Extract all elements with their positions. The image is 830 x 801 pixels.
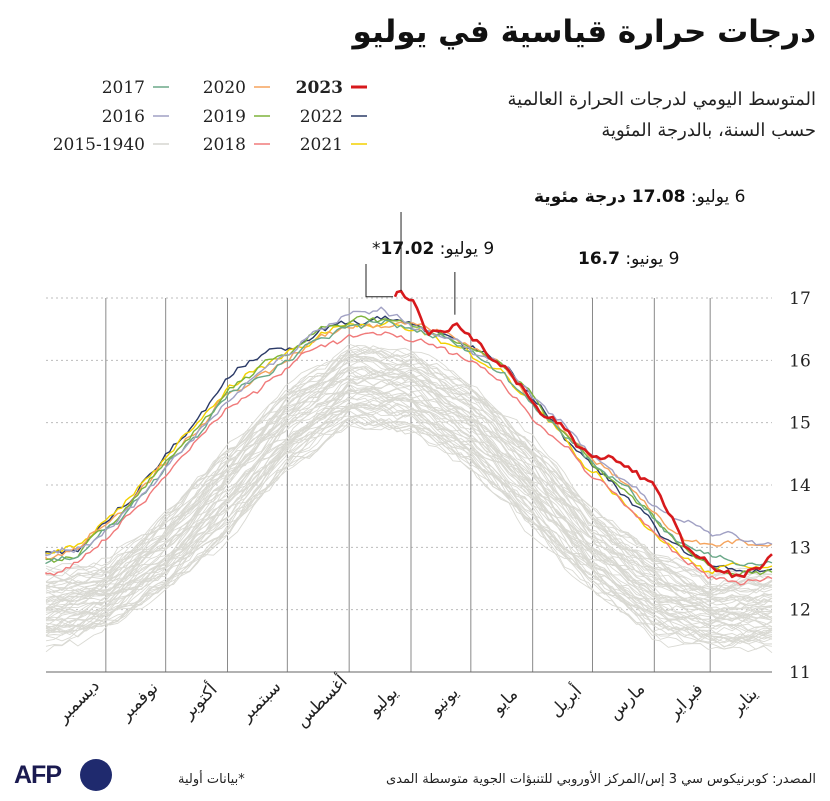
series-line-2018	[45, 331, 773, 586]
legend-item-2019: 2019	[203, 107, 270, 127]
legend-item-2021: 2021	[300, 135, 367, 155]
legend-item-2015-1940: 2015-1940	[53, 135, 169, 155]
month-label: أغسطس	[290, 670, 351, 731]
annotation-june-value: 16.7	[578, 249, 620, 269]
month-label: يوليو	[364, 683, 402, 721]
legend-label: 2016	[102, 107, 145, 127]
annotations: 6 يوليو: 17.08 درجة مئوية 9 يوليو: 17.02*…	[365, 187, 745, 315]
annotation-prelim-prefix: 9 يوليو:	[434, 239, 494, 259]
legend-label: 2017	[102, 78, 145, 98]
month-labels: يناير فبراير مارس أبريل مايو يونيو يوليو أغسطسس…	[52, 670, 762, 731]
month-label: يونيو	[425, 683, 463, 721]
series-line-2023	[393, 289, 773, 579]
legend-item-2023: 2023	[296, 78, 367, 98]
baseline-year-line	[45, 408, 773, 639]
baseline-year-line	[45, 349, 773, 576]
baseline-year-line	[45, 365, 773, 605]
legend-label: 2018	[203, 135, 246, 155]
legend-item-2022: 2022	[300, 107, 367, 127]
month-label: ديسمبر	[52, 676, 103, 727]
annotation-prelim-star: *	[372, 239, 381, 259]
month-label: أبريل	[545, 680, 586, 721]
baseline-year-line	[45, 403, 773, 630]
legend-label: 2020	[203, 78, 246, 98]
afp-logo-text: AFP	[14, 761, 62, 789]
month-label: سبتمبر	[236, 677, 285, 726]
baseline-year-line	[45, 345, 773, 584]
month-label: أكتوبر	[176, 679, 221, 724]
baseline-year-line	[45, 374, 773, 603]
legend-label: 2022	[300, 107, 343, 127]
y-tick-label: 16	[789, 351, 811, 371]
chart-title: درجات حرارة قياسية في يوليو	[352, 14, 816, 50]
y-tick-label: 12	[789, 601, 811, 621]
chart-subtitle: المتوسط اليومي لدرجات الحرارة العالمية ح…	[507, 89, 816, 141]
baseline-lines	[45, 343, 773, 654]
baseline-year-line	[45, 349, 773, 591]
month-label: نوفمبر	[115, 678, 162, 725]
preliminary-note: *بيانات أولية	[178, 772, 245, 787]
afp-logo-dot-icon	[80, 759, 112, 791]
afp-logo: AFP	[10, 759, 118, 791]
month-label: فبراير	[663, 680, 707, 724]
legend: 2023 2022 2021 2020 2019 2018 2017 2016 2015-194…	[53, 78, 367, 155]
baseline-year-line	[45, 414, 773, 644]
month-label: يناير	[726, 684, 762, 720]
y-tick-label: 14	[789, 476, 811, 496]
baseline-year-line	[45, 360, 773, 592]
month-label: مارس	[605, 679, 650, 724]
y-axis-ticks: 11 12 13 14 15 16 17	[789, 289, 811, 683]
y-tick-label: 15	[789, 414, 811, 434]
baseline-year-line	[45, 399, 773, 631]
baseline-year-line	[45, 375, 773, 613]
legend-item-2020: 2020	[203, 78, 270, 98]
annotation-record: 6 يوليو: 17.08 درجة مئوية	[534, 187, 745, 207]
baseline-year-line	[45, 387, 773, 620]
legend-label: 2021	[300, 135, 343, 155]
series-lines	[45, 289, 773, 586]
legend-label: 2019	[203, 107, 246, 127]
baseline-year-line	[45, 418, 773, 654]
series-line-2020	[45, 321, 773, 560]
y-tick-label: 11	[789, 663, 811, 683]
legend-item-2018: 2018	[203, 135, 270, 155]
baseline-year-line	[45, 403, 773, 643]
series-line-2021	[45, 320, 773, 575]
baseline-year-line	[45, 343, 773, 577]
baseline-year-line	[45, 354, 773, 592]
legend-item-2017: 2017	[102, 78, 169, 98]
month-label: مايو	[488, 685, 523, 720]
annotation-prelim-value: 17.02	[381, 239, 435, 259]
baseline-year-line	[45, 403, 773, 636]
series-line-2016	[45, 306, 773, 557]
annotation-record-prefix: 6 يوليو:	[686, 187, 746, 207]
source-note: المصدر: كوبرنيكوس سي 3 إس/المركز الأوروب…	[386, 772, 816, 787]
legend-label: 2015-1940	[53, 135, 145, 155]
legend-label: 2023	[296, 78, 343, 98]
leader-prelim	[365, 264, 394, 298]
y-tick-label: 17	[789, 289, 811, 309]
legend-item-2016: 2016	[102, 107, 169, 127]
baseline-year-line	[45, 377, 773, 621]
y-tick-label: 13	[789, 538, 811, 558]
baseline-year-line	[45, 348, 773, 592]
annotation-june-prefix: 9 يونيو:	[620, 249, 680, 269]
annotation-june: 9 يونيو: 16.7	[578, 249, 679, 269]
annotation-prelim: 9 يوليو: 17.02*	[372, 239, 494, 259]
baseline-year-line	[45, 395, 773, 626]
annotation-record-value: 17.08 درجة مئوية	[534, 187, 686, 207]
